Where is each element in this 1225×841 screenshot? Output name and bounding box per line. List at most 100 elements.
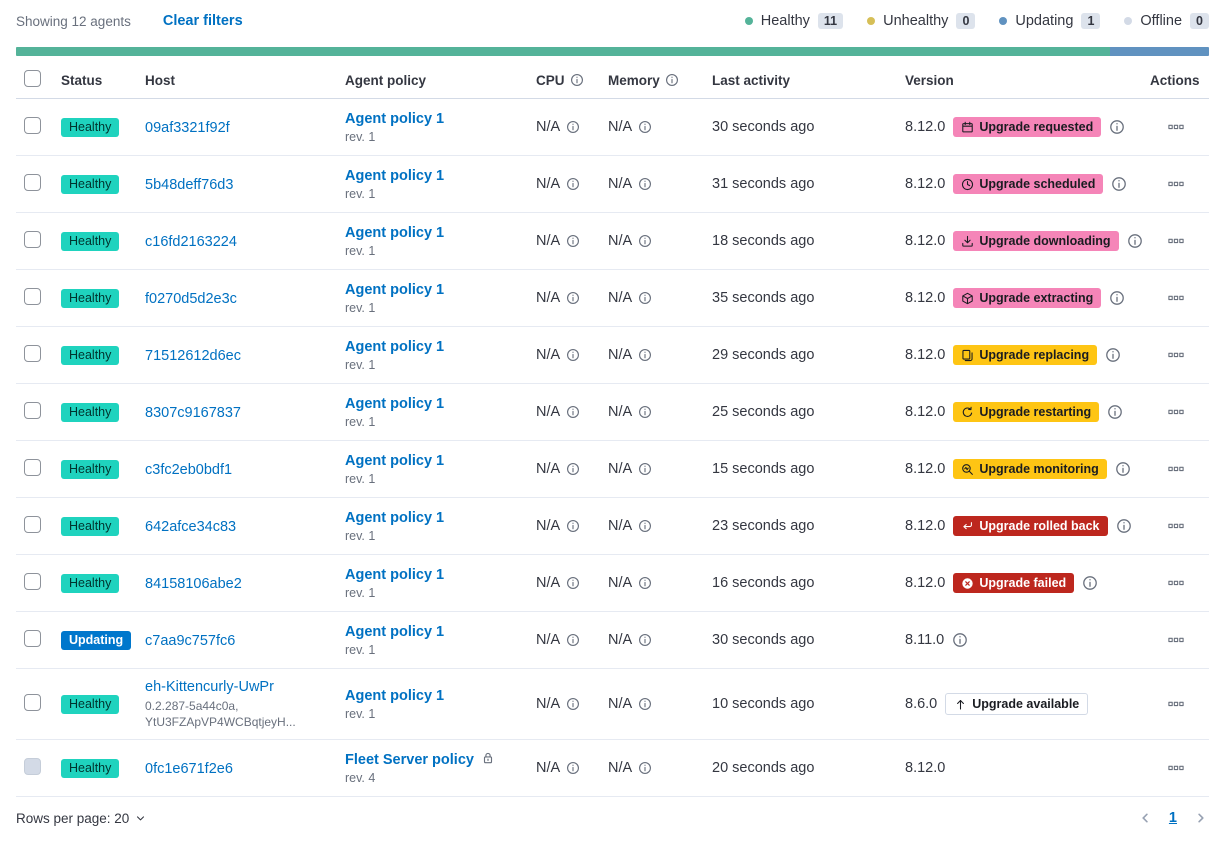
next-page-button[interactable] <box>1193 810 1209 826</box>
legend-item-offline[interactable]: Offline 0 <box>1124 13 1209 29</box>
info-icon[interactable] <box>638 120 652 134</box>
rows-per-page-button[interactable]: Rows per page: 20 <box>16 811 147 826</box>
version-info-icon[interactable] <box>1111 176 1127 192</box>
info-icon[interactable] <box>638 462 652 476</box>
policy-link[interactable]: Agent policy 1 <box>345 453 444 469</box>
column-header-host[interactable]: Host <box>145 72 175 88</box>
row-checkbox[interactable] <box>24 758 41 776</box>
info-icon[interactable] <box>570 73 584 87</box>
column-header-status[interactable]: Status <box>61 72 103 88</box>
policy-link[interactable]: Agent policy 1 <box>345 339 444 355</box>
info-icon[interactable] <box>566 576 580 590</box>
version-info-icon[interactable] <box>1116 518 1132 534</box>
info-icon[interactable] <box>566 348 580 362</box>
actions-button[interactable] <box>1168 176 1184 192</box>
actions-button[interactable] <box>1168 696 1184 712</box>
info-icon[interactable] <box>638 697 652 711</box>
actions-button[interactable] <box>1168 290 1184 306</box>
info-icon[interactable] <box>638 405 652 419</box>
info-icon[interactable] <box>638 761 652 775</box>
actions-button[interactable] <box>1168 461 1184 477</box>
policy-link[interactable]: Agent policy 1 <box>345 396 444 412</box>
info-icon[interactable] <box>638 348 652 362</box>
row-checkbox[interactable] <box>24 231 41 248</box>
row-checkbox[interactable] <box>24 402 41 419</box>
host-link[interactable]: f0270d5d2e3c <box>145 290 237 307</box>
row-checkbox[interactable] <box>24 288 41 305</box>
host-link[interactable]: 642afce34c83 <box>145 518 237 535</box>
version-info-icon[interactable] <box>1109 119 1125 135</box>
prev-page-button[interactable] <box>1137 810 1153 826</box>
info-icon[interactable] <box>638 519 652 533</box>
version-info-icon[interactable] <box>1127 233 1143 249</box>
info-icon[interactable] <box>566 177 580 191</box>
policy-link[interactable]: Agent policy 1 <box>345 688 444 704</box>
policy-link[interactable]: Agent policy 1 <box>345 567 444 583</box>
row-checkbox[interactable] <box>24 345 41 362</box>
host-link[interactable]: 0fc1e671f2e6 <box>145 760 233 777</box>
host-link[interactable]: eh-Kittencurly-UwPr <box>145 679 274 695</box>
version-info-icon[interactable] <box>952 632 968 648</box>
column-header-version[interactable]: Version <box>905 72 954 88</box>
row-checkbox[interactable] <box>24 630 41 647</box>
actions-button[interactable] <box>1168 404 1184 420</box>
actions-button[interactable] <box>1168 119 1184 135</box>
policy-link[interactable]: Agent policy 1 <box>345 510 444 526</box>
row-checkbox[interactable] <box>24 516 41 533</box>
host-link[interactable]: c3fc2eb0bdf1 <box>145 461 233 478</box>
actions-button[interactable] <box>1168 518 1184 534</box>
info-icon[interactable] <box>566 291 580 305</box>
info-icon[interactable] <box>638 633 652 647</box>
version-info-icon[interactable] <box>1115 461 1131 477</box>
row-checkbox[interactable] <box>24 573 41 590</box>
version-info-icon[interactable] <box>1109 290 1125 306</box>
page-number[interactable]: 1 <box>1168 810 1177 827</box>
column-header-policy[interactable]: Agent policy <box>345 72 427 88</box>
info-icon[interactable] <box>638 234 652 248</box>
column-header-cpu[interactable]: CPU <box>536 73 608 88</box>
actions-button[interactable] <box>1168 632 1184 648</box>
row-checkbox[interactable] <box>24 694 41 712</box>
policy-link[interactable]: Agent policy 1 <box>345 168 444 184</box>
policy-link[interactable]: Agent policy 1 <box>345 225 444 241</box>
row-checkbox[interactable] <box>24 174 41 191</box>
clear-filters-link[interactable]: Clear filters <box>162 13 243 29</box>
row-checkbox[interactable] <box>24 459 41 476</box>
legend-item-unhealthy[interactable]: Unhealthy 0 <box>867 13 976 29</box>
info-icon[interactable] <box>566 234 580 248</box>
column-header-activity[interactable]: Last activity <box>712 72 791 88</box>
legend-item-healthy[interactable]: Healthy 11 <box>744 13 844 29</box>
info-icon[interactable] <box>566 761 580 775</box>
host-link[interactable]: 8307c9167837 <box>145 404 241 421</box>
legend-item-updating[interactable]: Updating 1 <box>999 13 1101 29</box>
host-link[interactable]: c16fd2163224 <box>145 233 237 250</box>
policy-link[interactable]: Agent policy 1 <box>345 111 444 127</box>
info-icon[interactable] <box>638 291 652 305</box>
select-all-checkbox[interactable] <box>24 70 41 87</box>
version-info-icon[interactable] <box>1105 347 1121 363</box>
row-checkbox[interactable] <box>24 117 41 134</box>
info-icon[interactable] <box>566 405 580 419</box>
version-info-icon[interactable] <box>1082 575 1098 591</box>
host-link[interactable]: c7aa9c757fc6 <box>145 632 236 649</box>
info-icon[interactable] <box>638 177 652 191</box>
info-icon[interactable] <box>566 697 580 711</box>
info-icon[interactable] <box>566 519 580 533</box>
host-link[interactable]: 71512612d6ec <box>145 347 241 364</box>
column-header-memory[interactable]: Memory <box>608 73 712 88</box>
host-link[interactable]: 5b48deff76d3 <box>145 176 234 193</box>
host-link[interactable]: 09af3321f92f <box>145 119 230 136</box>
policy-link[interactable]: Fleet Server policy <box>345 752 495 768</box>
info-icon[interactable] <box>566 462 580 476</box>
version-info-icon[interactable] <box>1107 404 1123 420</box>
info-icon[interactable] <box>638 576 652 590</box>
policy-link[interactable]: Agent policy 1 <box>345 624 444 640</box>
actions-button[interactable] <box>1168 760 1184 776</box>
info-icon[interactable] <box>566 120 580 134</box>
actions-button[interactable] <box>1168 233 1184 249</box>
info-icon[interactable] <box>665 73 679 87</box>
actions-button[interactable] <box>1168 347 1184 363</box>
info-icon[interactable] <box>566 633 580 647</box>
policy-link[interactable]: Agent policy 1 <box>345 282 444 298</box>
actions-button[interactable] <box>1168 575 1184 591</box>
